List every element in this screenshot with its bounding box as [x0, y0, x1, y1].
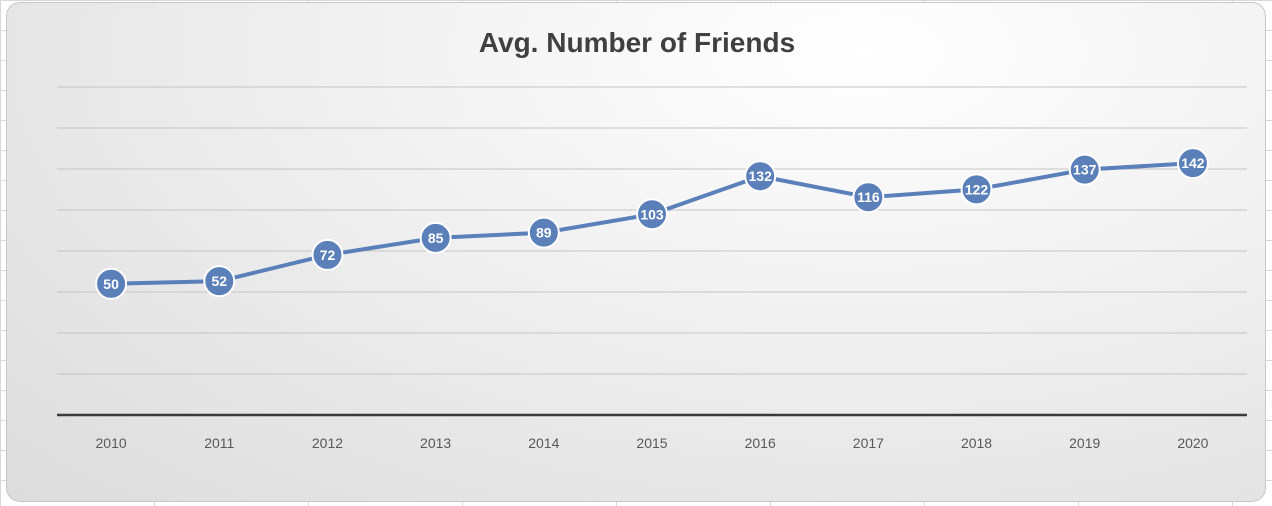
data-point-marker: [744, 160, 777, 193]
x-tick-label: 2013: [420, 435, 451, 451]
chart-area[interactable]: Avg. Number of Friends 50 52 72 85 89 103 132 1…: [6, 2, 1266, 502]
data-label: 122: [965, 181, 989, 197]
data-label: 89: [536, 225, 552, 241]
x-tick-label: 2017: [853, 435, 884, 451]
data-label: 103: [640, 206, 664, 222]
data-label: 50: [103, 276, 119, 292]
x-tick-label: 2014: [528, 435, 559, 451]
data-label: 52: [211, 273, 227, 289]
data-label: 132: [749, 168, 773, 184]
data-point-marker: [203, 265, 236, 298]
x-tick-label: 2010: [96, 435, 127, 451]
x-tick-label: 2016: [745, 435, 776, 451]
x-tick-label: 2020: [1177, 435, 1208, 451]
data-point-marker: [852, 181, 885, 214]
data-label: 137: [1073, 162, 1097, 178]
x-tick-label: 2019: [1069, 435, 1100, 451]
data-point-marker: [1068, 153, 1101, 186]
data-label: 142: [1181, 155, 1205, 171]
data-point-marker: [527, 216, 560, 249]
x-tick-label: 2011: [204, 435, 234, 451]
x-tick-label: 2018: [961, 435, 992, 451]
data-label: 85: [428, 230, 444, 246]
data-point-marker: [636, 198, 668, 231]
plot-area: 50 52 72 85 89 103 132 116 122 137 142 2010 2011 2012…: [57, 86, 1247, 451]
data-point-marker: [960, 173, 993, 206]
data-point-marker: [95, 267, 128, 300]
x-tick-label: 2012: [312, 435, 343, 451]
data-label: 116: [857, 189, 880, 205]
data-label: 72: [320, 247, 336, 263]
data-point-marker: [311, 238, 344, 271]
chart-title: Avg. Number of Friends: [478, 27, 796, 58]
data-point-marker: [419, 221, 452, 254]
data-point-marker: [1176, 147, 1209, 180]
x-tick-label: 2015: [636, 435, 667, 451]
